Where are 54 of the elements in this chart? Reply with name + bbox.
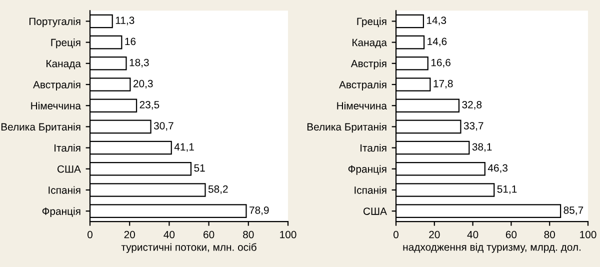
y-tick-label: Іспанія — [48, 186, 80, 194]
y-tick-label: Австралія — [33, 80, 80, 90]
x-tick-label: 0 — [88, 230, 92, 238]
data-label: 51 — [194, 164, 205, 172]
y-tick-label: Італія — [360, 144, 386, 152]
x-tick-label: 0 — [394, 230, 398, 238]
data-label: 16 — [125, 38, 136, 46]
y-tick-label: Канада — [46, 60, 81, 70]
x-tick-label: 80 — [544, 230, 555, 238]
data-label: 58,2 — [208, 185, 228, 194]
data-label: 30,7 — [154, 122, 174, 131]
y-tick-label: Іспанія — [354, 186, 386, 194]
y-tick-label: Канада — [352, 38, 387, 48]
y-tick-label: Франція — [348, 165, 386, 175]
data-label: 14,3 — [427, 16, 446, 26]
y-tick-label: Португалія — [29, 17, 80, 28]
x-tick-label: 80 — [243, 230, 254, 238]
data-label: 14,6 — [428, 38, 447, 46]
data-label: 16,6 — [431, 58, 450, 68]
y-tick-label: Велика Британія — [1, 122, 80, 133]
y-tick-label: Австралія — [339, 80, 386, 90]
data-label: 18,3 — [130, 58, 149, 68]
y-tick-label: Франція — [42, 207, 80, 217]
y-tick-label: США — [57, 165, 81, 173]
data-label: 51,1 — [497, 186, 517, 194]
data-label: 38,1 — [472, 143, 492, 152]
y-tick-label: Велика Британія — [307, 122, 386, 133]
y-tick-label: США — [363, 208, 387, 215]
y-tick-label: Греція — [357, 17, 386, 28]
data-label: 85,7 — [564, 206, 584, 216]
data-label: 78,9 — [250, 206, 269, 216]
y-tick-label: Німеччина — [337, 102, 387, 110]
data-label: 17,8 — [434, 80, 453, 89]
x-tick-label: 20 — [124, 230, 135, 238]
data-label: 32,8 — [462, 101, 482, 110]
data-label: 23,5 — [140, 101, 160, 110]
x-tick-label: 100 — [580, 230, 596, 238]
x-tick-label: 20 — [429, 230, 440, 238]
y-tick-label: Німеччина — [31, 102, 81, 110]
x-tick-label: 40 — [467, 230, 478, 238]
data-label: 41,1 — [174, 143, 194, 152]
x-tick-label: 60 — [506, 230, 517, 238]
x-tick-label: 100 — [280, 230, 296, 238]
data-label: 20,3 — [133, 80, 153, 89]
x-axis-title: туристичні потоки, млн. осіб — [121, 243, 256, 253]
x-tick-label: 40 — [164, 230, 175, 238]
data-label: 33,7 — [464, 122, 484, 131]
data-label: 11,3 — [116, 16, 134, 26]
x-axis-title: надходження від туризму, млрд. дол. — [403, 243, 580, 253]
y-tick-label: Італія — [54, 144, 80, 152]
data-label: 46,3 — [488, 164, 508, 173]
y-tick-label: Австрія — [350, 60, 386, 70]
y-tick-label: Греція — [51, 38, 80, 48]
x-tick-label: 60 — [204, 230, 214, 238]
